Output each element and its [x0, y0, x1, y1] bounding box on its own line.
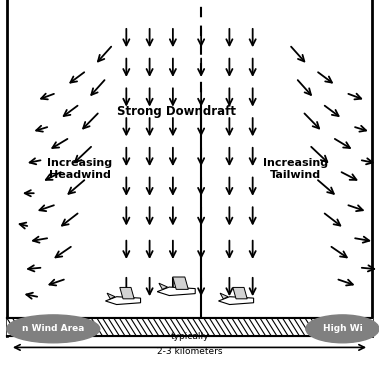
Polygon shape: [233, 287, 247, 299]
Text: typically: typically: [170, 332, 209, 341]
Polygon shape: [173, 277, 188, 289]
Polygon shape: [120, 287, 134, 299]
Text: High Wi: High Wi: [323, 324, 362, 334]
Polygon shape: [105, 297, 141, 305]
Ellipse shape: [7, 315, 100, 343]
Text: Increasing
Tailwind: Increasing Tailwind: [263, 158, 329, 180]
Polygon shape: [218, 297, 254, 305]
Ellipse shape: [306, 315, 379, 343]
Text: Strong Downdraft: Strong Downdraft: [117, 105, 236, 118]
Text: 2-3 kilometers: 2-3 kilometers: [157, 347, 222, 356]
Polygon shape: [157, 287, 195, 296]
Polygon shape: [107, 293, 115, 299]
Polygon shape: [220, 293, 228, 299]
Text: n Wind Area: n Wind Area: [22, 324, 85, 334]
Polygon shape: [159, 283, 168, 289]
Text: Increasing
Headwind: Increasing Headwind: [47, 158, 112, 180]
